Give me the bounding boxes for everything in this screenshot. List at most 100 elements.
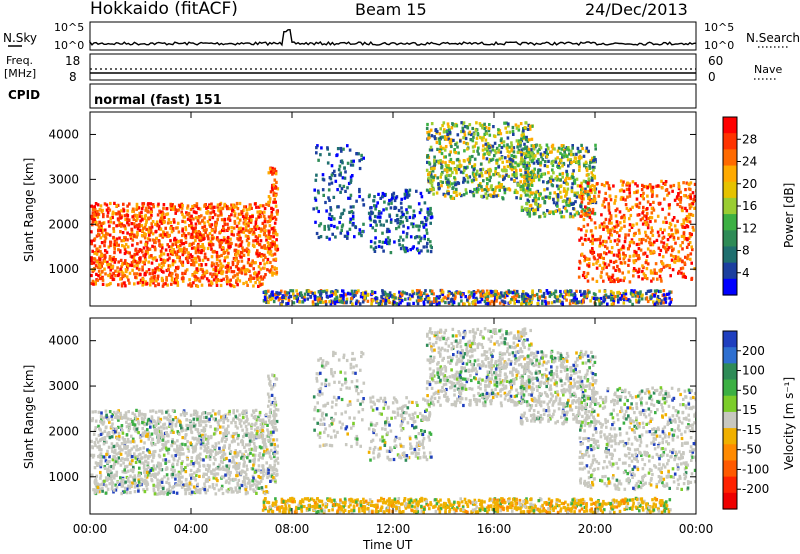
power-echo-cell <box>247 224 250 228</box>
power-echo-cell <box>177 240 180 244</box>
power-echo-cell <box>587 189 590 194</box>
power-echo-cell <box>198 279 202 283</box>
power-echo-cell <box>116 223 120 228</box>
power-echo-cell <box>172 218 176 222</box>
power-echo-cell <box>489 145 493 149</box>
power-echo-cell <box>525 299 528 303</box>
power-echo-cell <box>168 273 171 277</box>
power-echo-cell <box>431 169 435 173</box>
power-echo-cell <box>490 299 493 303</box>
power-echo-cell <box>171 261 175 265</box>
power-echo-cell <box>525 202 529 206</box>
power-echo-cell <box>543 188 546 192</box>
power-echo-cell <box>565 289 569 293</box>
power-echo-cell <box>417 299 421 303</box>
power-echo-cell <box>447 301 451 305</box>
power-echo-cell <box>244 225 248 229</box>
power-echo-cell <box>422 225 426 229</box>
power-echo-cell <box>614 214 618 218</box>
power-echo-cell <box>286 291 289 295</box>
velocity-echo-cell <box>238 413 241 417</box>
power-echo-cell <box>241 227 245 231</box>
power-echo-cell <box>345 297 349 301</box>
power-echo-cell <box>226 282 229 286</box>
power-colorbar-swatch <box>723 181 737 199</box>
power-echo-cell <box>524 167 527 171</box>
power-echo-cell <box>329 208 333 212</box>
power-echo-cell <box>463 178 466 182</box>
power-echo-cell <box>180 210 183 214</box>
power-echo-cell <box>212 272 215 276</box>
power-echo-cell <box>295 295 299 299</box>
velocity-echo-cell <box>135 444 139 448</box>
power-echo-cell <box>497 148 501 152</box>
velocity-echo-cell <box>152 489 156 493</box>
power-echo-cell <box>210 228 214 232</box>
power-echo-cell <box>686 195 690 199</box>
power-echo-cell <box>247 243 250 247</box>
power-echo-cell <box>112 235 115 240</box>
power-echo-cell <box>610 221 613 225</box>
power-echo-cell <box>429 187 432 192</box>
power-echo-cell <box>655 238 659 242</box>
power-echo-cell <box>255 252 259 256</box>
power-echo-cell <box>230 226 233 230</box>
power-echo-cell <box>98 225 101 229</box>
power-echo-cell <box>102 212 105 217</box>
power-echo-cell <box>488 151 491 155</box>
power-echo-cell <box>497 165 500 169</box>
power-echo-cell <box>157 227 161 231</box>
power-echo-cell <box>493 293 497 297</box>
power-echo-cell <box>181 260 185 264</box>
power-echo-cell <box>569 149 573 153</box>
power-echo-cell <box>619 296 622 301</box>
power-echo-cell <box>572 159 576 163</box>
velocity-echo-cell <box>119 463 123 467</box>
velocity-echo-cell <box>176 459 180 463</box>
power-echo-cell <box>205 206 208 210</box>
power-echo-cell <box>458 159 461 163</box>
power-echo-cell <box>503 291 507 295</box>
power-echo-cell <box>182 242 186 246</box>
power-echo-cell <box>463 149 466 153</box>
power-echo-cell <box>463 133 467 137</box>
velocity-echo-cell <box>107 465 111 469</box>
power-echo-cell <box>234 253 238 257</box>
power-echo-cell <box>346 236 349 240</box>
power-echo-cell <box>449 150 452 154</box>
power-echo-cell <box>214 265 217 269</box>
power-echo-cell <box>137 268 141 272</box>
power-echo-cell <box>334 292 338 296</box>
power-echo-cell <box>451 171 454 175</box>
power-echo-cell <box>646 207 649 211</box>
power-echo-cell <box>484 192 487 196</box>
power-echo-cell <box>388 291 392 295</box>
power-echo-cell <box>552 197 555 202</box>
power-echo-cell <box>271 293 275 297</box>
power-echo-cell <box>686 253 690 258</box>
power-echo-cell <box>328 212 332 216</box>
power-echo-cell <box>388 198 391 203</box>
power-echo-cell <box>489 158 493 162</box>
power-echo-cell <box>314 302 318 306</box>
power-echo-cell <box>208 205 212 209</box>
power-echo-cell <box>560 147 564 151</box>
power-echo-cell <box>604 191 607 195</box>
power-echo-cell <box>142 277 145 281</box>
power-echo-cell <box>165 268 169 273</box>
power-echo-cell <box>581 147 584 151</box>
power-echo-cell <box>651 185 655 189</box>
power-echo-cell <box>252 276 256 280</box>
power-echo-cell <box>311 300 315 304</box>
power-echo-cell <box>271 188 274 192</box>
power-echo-cell <box>93 244 97 248</box>
power-echo-cell <box>492 194 495 199</box>
power-echo-cell <box>528 214 531 218</box>
power-echo-cell <box>685 224 689 228</box>
power-echo-cell <box>274 204 278 208</box>
power-echo-cell <box>139 219 142 223</box>
power-echo-cell <box>658 274 662 278</box>
power-echo-cell <box>569 158 572 162</box>
power-echo-cell <box>473 157 477 161</box>
power-echo-cell <box>584 233 587 237</box>
